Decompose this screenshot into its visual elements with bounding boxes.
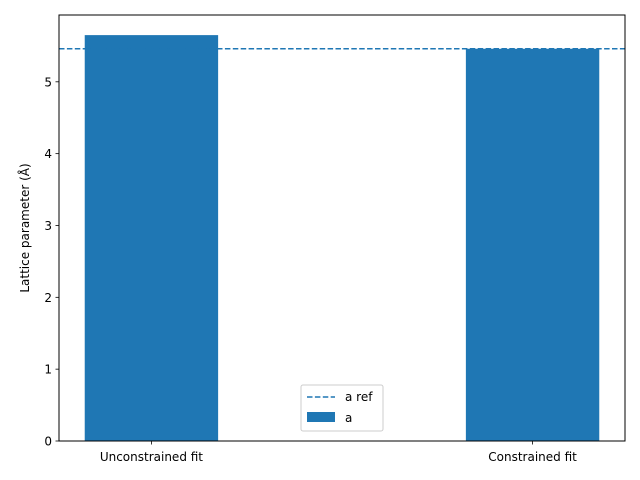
legend-label-ref: a ref	[345, 390, 373, 404]
legend: a ref a	[300, 384, 384, 432]
y-axis-ticks: 0 1 2 3 4 5	[44, 75, 59, 449]
y-axis-label: Lattice parameter (Å)	[17, 163, 32, 292]
x-tick-label: Constrained fit	[488, 450, 577, 464]
x-axis-ticks: Unconstrained fit Constrained fit	[100, 441, 577, 464]
x-tick-label: Unconstrained fit	[100, 450, 203, 464]
y-tick-label: 4	[44, 147, 52, 161]
legend-label-a: a	[345, 411, 352, 425]
y-tick-label: 5	[44, 75, 52, 89]
y-tick-label: 1	[44, 363, 52, 377]
legend-bar-swatch	[307, 412, 335, 422]
y-tick-label: 3	[44, 219, 52, 233]
bar-1	[84, 35, 219, 441]
bar-2	[465, 48, 600, 441]
y-tick-label: 2	[44, 291, 52, 305]
plot-frame	[58, 14, 626, 442]
bars-layer	[84, 35, 600, 441]
y-tick-label: 0	[44, 435, 52, 449]
